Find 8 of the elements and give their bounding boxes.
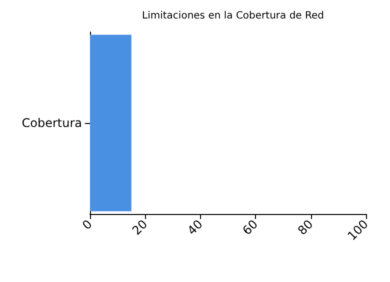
y-tick-label: Cobertura [22,116,82,130]
x-tick-label: 80 [295,217,316,238]
x-tick-label: 20 [129,217,150,238]
x-tick-label: 0 [80,217,95,232]
chart-title: Limitaciones en la Cobertura de Red [142,10,324,22]
x-tick-label: 60 [240,217,261,238]
x-tick-label: 40 [184,217,206,238]
x-tick-label: 100 [344,217,371,244]
